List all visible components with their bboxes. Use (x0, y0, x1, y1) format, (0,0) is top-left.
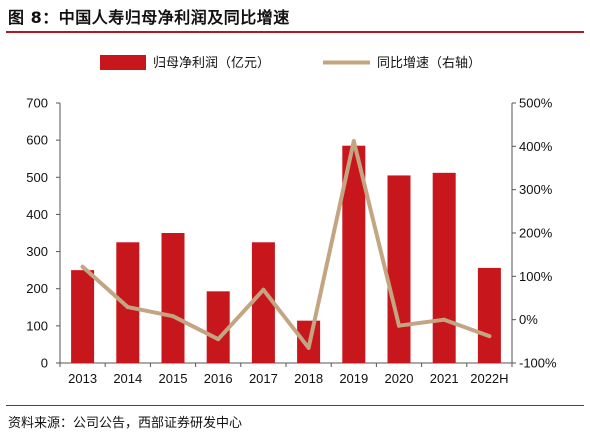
right-tick-label: 100% (519, 269, 553, 284)
right-tick-label: 0% (519, 312, 538, 327)
bar (477, 267, 501, 363)
x-tick-label: 2019 (339, 371, 368, 386)
right-tick-label: -100% (519, 356, 557, 371)
bar (251, 242, 275, 363)
growth-point (80, 264, 85, 269)
bar (206, 291, 230, 363)
x-tick-label: 2013 (68, 371, 97, 386)
left-tick-label: 0 (41, 356, 48, 371)
growth-point (171, 314, 175, 319)
x-tick-label: 2014 (113, 371, 142, 386)
source-note: 资料来源：公司公告，西部证券研发中心 (8, 416, 243, 431)
x-tick-label: 2017 (249, 371, 278, 386)
growth-line (80, 139, 492, 350)
legend-bar-label: 归母净利润（亿元） (153, 56, 270, 71)
bar (342, 145, 366, 363)
x-tick-label: 2015 (159, 371, 188, 386)
growth-point (216, 337, 221, 342)
x-tick-label: 2018 (294, 371, 323, 386)
x-tick-label: 2016 (204, 371, 233, 386)
right-tick-label: 300% (519, 182, 553, 197)
growth-point (397, 323, 401, 328)
growth-point (306, 345, 311, 350)
bar (116, 242, 140, 363)
source-rule (6, 405, 584, 406)
chart: 归母净利润（亿元） 同比增速（右轴） 0 100 200 300 400 500 600 70… (26, 55, 557, 387)
x-tick-label: 2020 (385, 371, 414, 386)
left-tick-label: 100 (26, 318, 48, 333)
left-tick-label: 400 (26, 207, 48, 222)
bar (161, 233, 185, 363)
left-tick-label: 200 (26, 281, 48, 296)
legend: 归母净利润（亿元） 同比增速（右轴） (100, 55, 481, 71)
right-tick-label: 200% (519, 226, 553, 241)
bar (71, 270, 95, 363)
legend-bar-swatch (100, 55, 146, 70)
legend-line-label: 同比增速（右轴） (377, 56, 481, 71)
bar (432, 172, 456, 363)
left-tick-label: 600 (26, 133, 48, 148)
growth-point (487, 334, 492, 339)
bar-series (71, 145, 501, 363)
bar (387, 175, 411, 363)
growth-point (442, 317, 447, 322)
right-tick-label: 400% (519, 139, 553, 154)
growth-point (261, 287, 266, 292)
figure-title: 图 8：中国人寿归母净利润及同比增速 (8, 8, 290, 27)
growth-point (351, 139, 356, 144)
x-tick-label: 2021 (430, 371, 459, 386)
left-tick-label: 300 (26, 244, 48, 259)
left-tick-label: 500 (26, 170, 48, 185)
right-tick-label: 500% (519, 96, 553, 111)
x-tick-label: 2022H (470, 371, 508, 386)
line-series (80, 139, 492, 350)
growth-point (125, 305, 130, 310)
left-tick-label: 700 (26, 96, 48, 111)
title-rule (6, 31, 584, 33)
tick-labels: 0 100 200 300 400 500 600 700 -100% 0% 100% 200% 300… (26, 96, 557, 387)
